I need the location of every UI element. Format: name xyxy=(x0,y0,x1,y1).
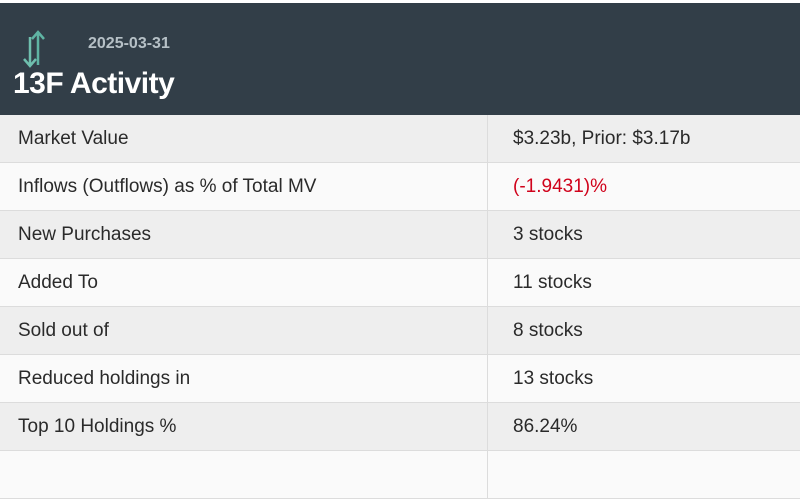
row-label: Market Value xyxy=(0,115,488,163)
row-label: New Purchases xyxy=(0,210,488,259)
table-row: Market Value $3.23b, Prior: $3.17b xyxy=(0,115,800,163)
activity-table: Market Value $3.23b, Prior: $3.17b Inflows… xyxy=(0,115,800,499)
page-title: 13F Activity xyxy=(13,67,175,100)
row-label xyxy=(0,450,488,499)
row-label: Added To xyxy=(0,258,488,307)
table-row: Reduced holdings in 13 stocks xyxy=(0,354,800,403)
row-label: Inflows (Outflows) as % of Total MV xyxy=(0,162,488,211)
up-down-arrows-icon xyxy=(23,30,45,68)
row-value: $3.23b, Prior: $3.17b xyxy=(487,115,800,163)
row-label: Reduced holdings in xyxy=(0,354,488,403)
table-row: Inflows (Outflows) as % of Total MV (-1.9… xyxy=(0,162,800,211)
table-row xyxy=(0,450,800,499)
row-value xyxy=(487,450,800,499)
row-value: 3 stocks xyxy=(487,210,800,259)
table-row: Top 10 Holdings % 86.24% xyxy=(0,402,800,451)
row-value: 86.24% xyxy=(487,402,800,451)
table-row: Sold out of 8 stocks xyxy=(0,306,800,355)
report-date: 2025-03-31 xyxy=(88,35,170,52)
table-row: New Purchases 3 stocks xyxy=(0,210,800,259)
table-row: Added To 11 stocks xyxy=(0,258,800,307)
row-value: (-1.9431)% xyxy=(487,162,800,211)
header: 2025-03-31 13F Activity xyxy=(0,3,800,115)
row-value: 11 stocks xyxy=(487,258,800,307)
row-value: 8 stocks xyxy=(487,306,800,355)
row-value: 13 stocks xyxy=(487,354,800,403)
row-label: Top 10 Holdings % xyxy=(0,402,488,451)
row-label: Sold out of xyxy=(0,306,488,355)
